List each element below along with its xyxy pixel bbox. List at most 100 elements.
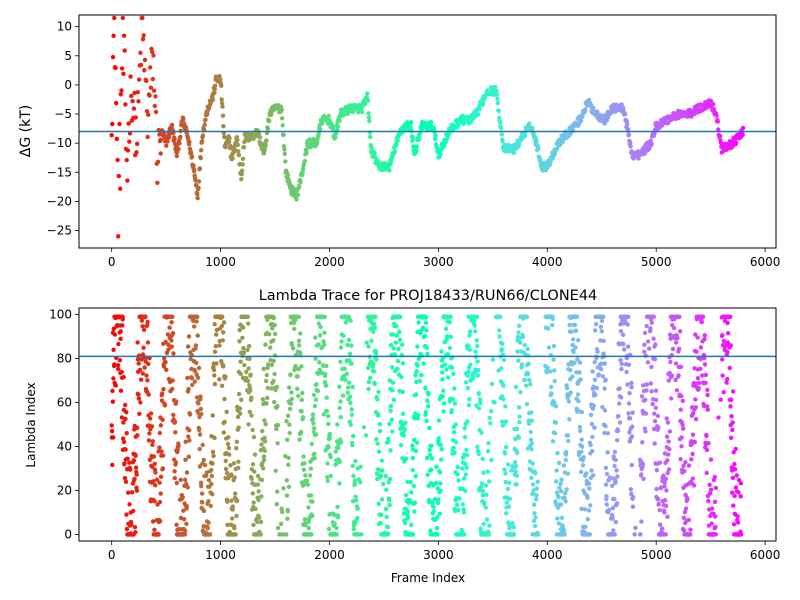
lambda-x-tick-label: 6000 <box>750 548 781 562</box>
lambda-point <box>638 532 643 537</box>
lambda-point <box>262 435 267 440</box>
lambda-point <box>157 499 163 505</box>
lambda-point <box>674 340 679 345</box>
lambda-point <box>678 364 684 369</box>
delta-g-point <box>476 112 481 117</box>
lambda-point <box>212 381 218 387</box>
lambda-point <box>152 527 157 532</box>
delta-g-point <box>144 78 149 84</box>
lambda-point <box>271 315 277 321</box>
lambda-point <box>312 426 317 431</box>
lambda-point <box>434 464 439 469</box>
lambda-point <box>579 437 584 442</box>
lambda-point <box>478 400 483 406</box>
lambda-point <box>378 512 384 518</box>
lambda-point <box>693 405 698 410</box>
lambda-point <box>685 497 690 502</box>
lambda-point <box>662 480 667 485</box>
lambda-point <box>349 412 355 417</box>
lambda-point <box>651 314 656 319</box>
delta-g-point <box>146 112 151 117</box>
lambda-point <box>617 386 622 391</box>
lambda-point <box>289 396 294 402</box>
delta-g-point <box>283 159 288 164</box>
lambda-point <box>566 399 572 404</box>
lambda-point <box>698 356 703 361</box>
delta-g-point <box>359 109 365 115</box>
delta-g-point <box>631 156 636 161</box>
lambda-point <box>328 454 333 460</box>
lambda-point <box>178 477 183 482</box>
delta-g-point <box>152 103 157 109</box>
lambda-point <box>327 431 333 437</box>
delta-g-point <box>536 146 541 152</box>
lambda-point <box>158 474 164 479</box>
lambda-point <box>211 453 216 459</box>
lambda-point <box>123 447 128 452</box>
delta-g-point <box>477 107 482 112</box>
lambda-point <box>562 495 567 500</box>
lambda-point <box>666 439 671 444</box>
lambda-point <box>460 502 465 507</box>
delta-g-point <box>202 127 207 132</box>
delta-g-point <box>203 117 208 122</box>
lambda-point <box>150 519 156 524</box>
lambda-point <box>641 476 646 481</box>
lambda-point <box>554 468 559 473</box>
lambda-point <box>702 336 707 342</box>
lambda-point <box>442 362 448 367</box>
delta-g-point <box>716 127 721 132</box>
lambda-point <box>454 502 460 508</box>
delta-g-point <box>282 151 287 156</box>
delta-g-point <box>153 109 159 115</box>
lambda-point <box>308 466 313 471</box>
lambda-point <box>311 421 316 426</box>
delta-g-point <box>578 118 584 124</box>
lambda-point <box>642 330 648 336</box>
delta-g-point <box>136 77 142 82</box>
lambda-point <box>612 496 617 502</box>
lambda-point <box>198 394 203 399</box>
lambda-point <box>466 403 472 408</box>
lambda-point <box>576 399 581 404</box>
delta-g-point <box>226 139 232 145</box>
lambda-point <box>461 476 467 481</box>
lambda-point <box>158 519 163 524</box>
lambda-point <box>526 421 532 426</box>
lambda-point <box>702 362 708 367</box>
lambda-point <box>633 525 638 530</box>
lambda-point <box>602 408 608 413</box>
lambda-point <box>486 479 492 484</box>
lambda-point <box>410 532 416 537</box>
lambda-point <box>507 480 512 485</box>
lambda-point <box>467 397 472 402</box>
delta-g-point <box>314 140 320 145</box>
lambda-point <box>514 482 519 487</box>
lambda-point <box>653 342 658 347</box>
lambda-point <box>663 532 668 537</box>
lambda-point <box>297 437 302 442</box>
lambda-point <box>153 483 158 488</box>
lambda-point <box>221 330 226 335</box>
delta-g-point <box>110 121 115 127</box>
lambda-point <box>209 473 215 479</box>
lambda-point <box>343 377 348 383</box>
lambda-point <box>196 365 202 371</box>
lambda-point <box>642 342 647 347</box>
lambda-point <box>416 356 421 361</box>
lambda-point <box>639 472 644 477</box>
lambda-point <box>145 340 151 345</box>
lambda-y-tick-label: 60 <box>57 396 72 410</box>
lambda-point <box>242 362 247 368</box>
delta-g-point <box>649 141 654 147</box>
lambda-point <box>225 499 230 504</box>
delta-g-point <box>217 74 222 79</box>
lambda-point <box>310 416 316 421</box>
lambda-point <box>680 398 685 403</box>
delta-g-point <box>125 148 131 153</box>
lambda-point <box>700 373 705 378</box>
lambda-point <box>712 474 717 480</box>
delta-g-point <box>591 105 596 111</box>
lambda-point <box>365 365 371 371</box>
